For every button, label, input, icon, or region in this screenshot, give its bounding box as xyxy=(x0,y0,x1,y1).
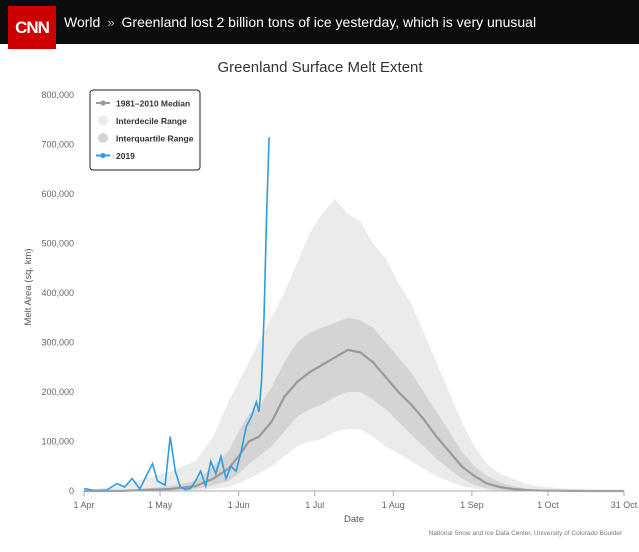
y-tick-label: 700,000 xyxy=(41,140,74,150)
y-tick-label: 100,000 xyxy=(41,437,74,447)
article-headline: Greenland lost 2 billion tons of ice yes… xyxy=(121,14,537,30)
legend-box xyxy=(89,89,201,171)
x-tick-label: 1 Apr xyxy=(73,500,94,510)
y-axis-title: Melt Area (sq. km) xyxy=(23,248,34,325)
legend-interdecile-swatch xyxy=(98,115,108,126)
breadcrumb-section-link[interactable]: World xyxy=(64,14,101,30)
chart-axes: 0 100,000 200,000 300,000 400,000 500,000 600,… xyxy=(41,90,637,510)
chart-container: Greenland Surface Melt Extent 0 100,000 20… xyxy=(0,48,639,547)
y-tick-label: 300,000 xyxy=(41,338,74,348)
legend-interquartile-swatch xyxy=(98,133,108,143)
range-bands xyxy=(84,198,624,491)
series-2019-line xyxy=(83,137,270,492)
legend-item-label[interactable]: 2019 xyxy=(116,151,135,161)
source-credit: National Snow and Ice Data Center, Unive… xyxy=(429,530,623,537)
x-tick-label: 1 Aug xyxy=(382,500,405,510)
median-series xyxy=(84,348,624,493)
legend-median-marker xyxy=(100,100,106,106)
legend-item-label[interactable]: Interquartile Range xyxy=(116,134,194,144)
x-tick-label: 1 Sep xyxy=(460,500,484,510)
x-tick-label: 1 Jul xyxy=(305,500,324,510)
legend-item-label[interactable]: Interdecile Range xyxy=(116,116,187,126)
breadcrumb: World » Greenland lost 2 billion tons of… xyxy=(64,12,536,32)
series-2019 xyxy=(83,137,270,492)
legend-item-label[interactable]: 1981–2010 Median xyxy=(116,99,190,109)
y-tick-label: 400,000 xyxy=(41,288,74,298)
breadcrumb-separator: » xyxy=(107,14,115,30)
y-tick-label: 0 xyxy=(69,486,74,496)
y-tick-label: 500,000 xyxy=(41,239,74,249)
x-axis-title: Date xyxy=(344,514,364,525)
x-tick-label: 1 May xyxy=(148,500,173,510)
chart-legend: 1981–2010 Median Interdecile Range Interqu… xyxy=(89,89,201,171)
y-tick-label: 600,000 xyxy=(41,189,74,199)
y-tick-label: 800,000 xyxy=(41,90,74,100)
y-tick-label: 200,000 xyxy=(41,387,74,397)
legend-series_2019-marker xyxy=(100,152,106,159)
cnn-logo[interactable]: CNN xyxy=(9,7,55,48)
median-line xyxy=(84,348,624,493)
x-tick-label: 1 Jun xyxy=(228,500,250,510)
x-tick-label: 31 Oct xyxy=(611,500,638,510)
top-navigation-bar: CNN World » Greenland lost 2 billion ton… xyxy=(0,0,639,48)
x-tick-label: 1 Oct xyxy=(537,500,559,510)
chart-title: Greenland Surface Melt Extent xyxy=(217,59,423,76)
melt-extent-chart: Greenland Surface Melt Extent 0 100,000 20… xyxy=(23,59,638,537)
interquartile-range-band xyxy=(84,317,624,491)
